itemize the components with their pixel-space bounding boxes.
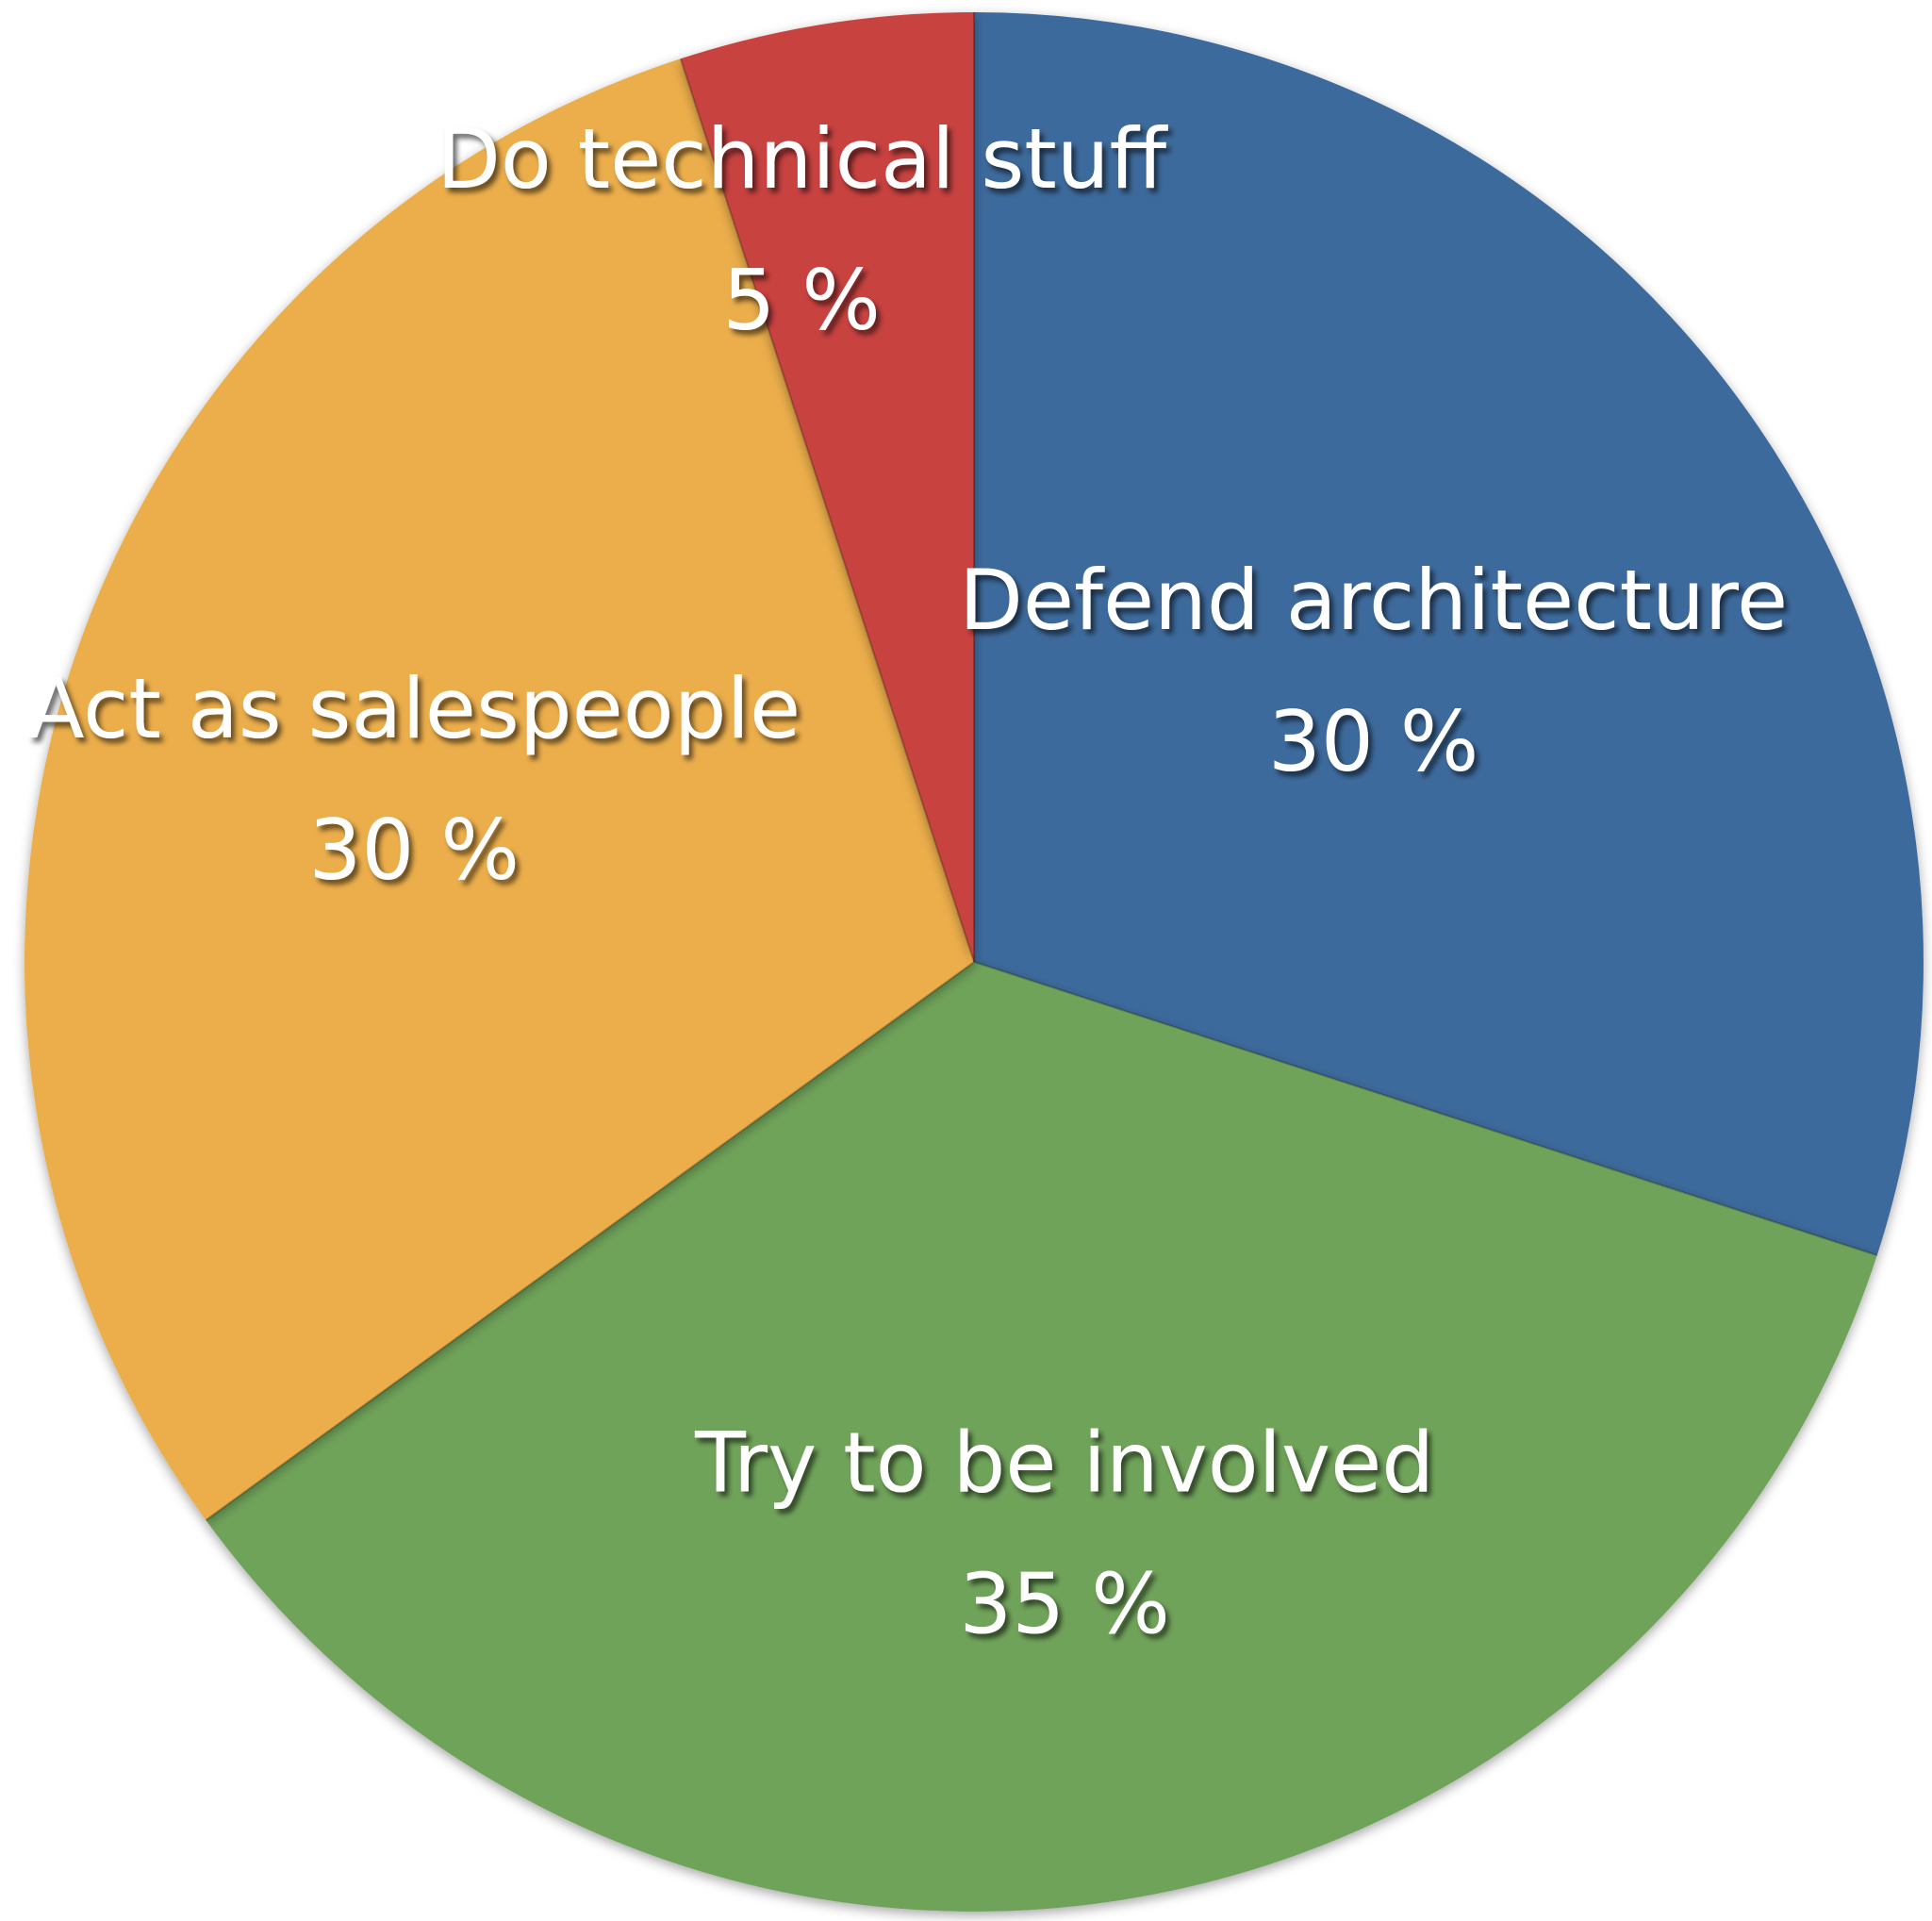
slice-separator	[973, 961, 1878, 1257]
pie-slice-do-technical-stuff	[680, 12, 974, 962]
pie-slice-act-as-salespeople	[24, 58, 974, 1520]
slice-label-do-technical-stuff: Do technical stuff	[437, 110, 1168, 207]
slice-label-act-as-salespeople: Act as salespeople	[27, 660, 801, 757]
pie-labels: Defend architecture 30 % Try to be involve…	[27, 110, 1788, 1652]
pie-slice-defend-architecture	[974, 12, 1924, 1256]
pie-slices	[24, 12, 1924, 1912]
slice-separator	[205, 961, 975, 1521]
slice-value-do-technical-stuff: 5 %	[722, 252, 881, 349]
slice-value-try-to-be-involved: 35 %	[959, 1556, 1170, 1653]
slice-label-try-to-be-involved: Try to be involved	[694, 1415, 1434, 1512]
pie-slice-try-to-be-involved	[206, 962, 1877, 1912]
slice-separator	[679, 58, 975, 963]
slice-label-defend-architecture: Defend architecture	[959, 552, 1788, 649]
slice-value-act-as-salespeople: 30 %	[308, 802, 520, 899]
slice-value-defend-architecture: 30 %	[1268, 693, 1479, 790]
